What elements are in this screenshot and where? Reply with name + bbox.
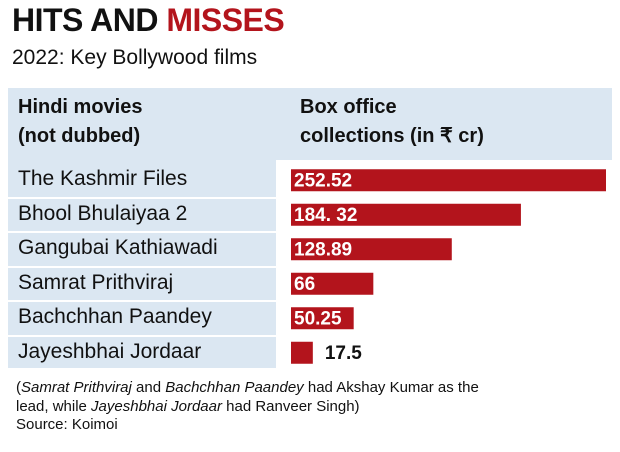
note-text: had Ranveer Singh) — [221, 398, 360, 415]
category-label: The Kashmir Files — [18, 167, 188, 191]
bar — [291, 341, 313, 364]
row-separator — [8, 300, 276, 302]
title: HITS AND MISSES — [12, 2, 285, 39]
row-separator — [8, 334, 276, 337]
title-part: MISSES — [166, 2, 285, 38]
value-label: 66 — [294, 274, 315, 295]
header-band — [8, 88, 612, 160]
note: (Samrat Prithviraj and Bachchhan Paandey… — [16, 378, 486, 416]
header-line: (not dubbed) — [18, 125, 141, 147]
bar — [291, 238, 452, 261]
value-label: 184. 32 — [294, 205, 357, 226]
category-label: Bhool Bhulaiyaa 2 — [18, 201, 188, 225]
bar — [291, 169, 606, 192]
bar — [291, 203, 521, 226]
category-label: Bachchhan Paandey — [18, 305, 212, 329]
category-header: Hindi movies (not dubbed) — [18, 93, 142, 151]
note-text: Bachchhan Paandey — [165, 379, 304, 396]
category-label: Samrat Prithviraj — [18, 270, 174, 294]
value-label: 252.52 — [294, 170, 352, 191]
note-text: had Akshay Kumar as the lead, while — [16, 379, 479, 415]
note-text: and — [131, 379, 166, 396]
title-part: HITS AND — [12, 2, 158, 38]
row-separator — [8, 231, 276, 233]
note-text: ( — [16, 379, 21, 396]
header-line: collections (in ₹ cr) — [300, 125, 484, 147]
value-label: 17.5 — [325, 343, 362, 364]
value-label: 128.89 — [294, 239, 352, 260]
label-column — [8, 160, 276, 368]
value-header: Box office collections (in ₹ cr) — [300, 93, 484, 151]
row-separator — [8, 265, 276, 268]
category-label: Jayeshbhai Jordaar — [18, 339, 202, 363]
value-label: 50.25 — [294, 308, 342, 329]
bar — [291, 307, 354, 330]
header-line: Hindi movies — [18, 96, 143, 118]
row-separator — [8, 196, 276, 199]
note-text: Jayeshbhai Jordaar — [91, 398, 222, 415]
category-label: Gangubai Kathiawadi — [18, 236, 218, 260]
subtitle: 2022: Key Bollywood films — [12, 46, 258, 69]
note-text: Samrat Prithviraj — [21, 379, 132, 396]
source: Source: Koimoi — [16, 416, 118, 433]
header-line: Box office — [300, 96, 397, 118]
bar — [291, 272, 374, 295]
